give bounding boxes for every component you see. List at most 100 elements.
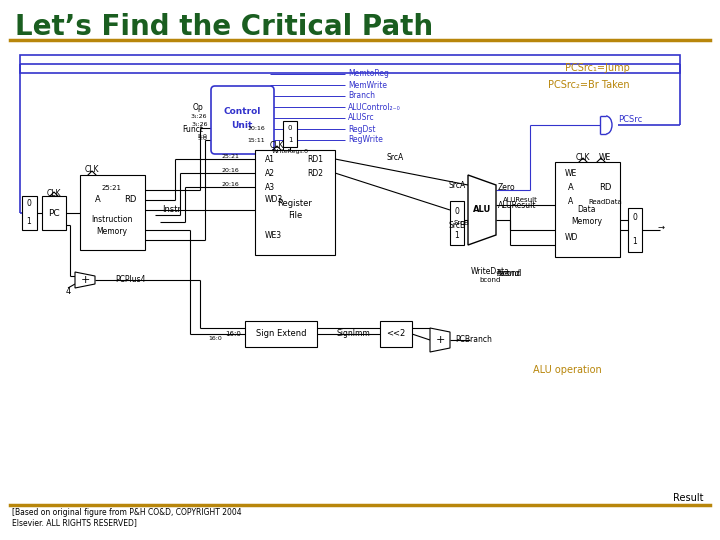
Text: ReadData: ReadData	[588, 199, 622, 205]
Text: Instr: Instr	[163, 206, 181, 214]
FancyBboxPatch shape	[211, 86, 274, 154]
Text: CLK: CLK	[576, 152, 590, 161]
Text: A3: A3	[265, 183, 275, 192]
Text: bcond: bcond	[496, 268, 520, 278]
Text: ALU: ALU	[473, 206, 491, 214]
Text: 5:0: 5:0	[197, 136, 207, 140]
Text: Sign Extend: Sign Extend	[256, 329, 306, 339]
Text: Let’s Find the Critical Path: Let’s Find the Critical Path	[15, 13, 433, 41]
Text: 0: 0	[288, 125, 292, 131]
Text: SrcA: SrcA	[387, 153, 404, 163]
Text: Funct: Funct	[182, 125, 203, 134]
Text: CLK: CLK	[85, 165, 99, 174]
Text: 5:0: 5:0	[197, 133, 207, 138]
Text: Elsevier. ALL RIGHTS RESERVED]: Elsevier. ALL RIGHTS RESERVED]	[12, 518, 137, 527]
Text: 0: 0	[633, 213, 637, 222]
Text: 20:16: 20:16	[247, 125, 265, 131]
Text: Memory: Memory	[572, 217, 603, 226]
Text: <<2: <<2	[387, 329, 405, 339]
Text: WE: WE	[565, 170, 577, 179]
Text: WriteReg₄:0: WriteReg₄:0	[271, 150, 308, 154]
Text: MemWrite: MemWrite	[348, 80, 387, 90]
Text: WD3: WD3	[265, 195, 283, 205]
Text: 4: 4	[66, 287, 71, 295]
Polygon shape	[75, 272, 95, 288]
Text: Unit: Unit	[231, 122, 253, 131]
Text: bcond: bcond	[480, 277, 500, 283]
Text: SrcA: SrcA	[449, 180, 466, 190]
Text: WE3: WE3	[265, 231, 282, 240]
Text: CLK: CLK	[270, 140, 284, 150]
Text: RD: RD	[599, 183, 611, 192]
Text: A: A	[95, 195, 101, 205]
Bar	[628, 208, 642, 252]
Text: Control: Control	[223, 107, 261, 117]
Text: Zero: Zero	[498, 184, 516, 192]
Text: 15:11: 15:11	[248, 138, 265, 143]
Text: ALUControl₂₋₀: ALUControl₂₋₀	[348, 103, 401, 111]
Text: PC: PC	[48, 208, 60, 218]
Text: PCBranch: PCBranch	[455, 335, 492, 345]
Text: RegDst: RegDst	[348, 125, 376, 133]
Text: 16:0: 16:0	[225, 331, 241, 337]
Bar	[283, 121, 297, 147]
Text: 25:21: 25:21	[102, 185, 122, 191]
Bar	[245, 321, 317, 347]
Text: A2: A2	[265, 168, 275, 178]
Text: RD: RD	[124, 195, 136, 205]
Text: 0: 0	[454, 206, 459, 215]
Bar	[22, 196, 37, 230]
Bar	[450, 201, 464, 245]
Text: SrcB: SrcB	[453, 220, 469, 226]
Bar	[42, 196, 66, 230]
Text: 3₁:26: 3₁:26	[191, 113, 207, 118]
Text: Instruction: Instruction	[91, 215, 132, 225]
Text: ALUResult: ALUResult	[503, 197, 537, 203]
Text: PCPlus4: PCPlus4	[115, 275, 145, 285]
Text: A1: A1	[265, 154, 275, 164]
Text: 20:16: 20:16	[221, 183, 239, 187]
Text: 3₁:26: 3₁:26	[192, 123, 208, 127]
Text: 16:0: 16:0	[208, 335, 222, 341]
Text: Memory: Memory	[96, 227, 127, 237]
Text: 25:21: 25:21	[221, 154, 239, 159]
Bar	[380, 321, 412, 347]
Text: 20:16: 20:16	[221, 168, 239, 173]
Text: Result: Result	[672, 493, 703, 503]
Text: PCSrc₁=Jump: PCSrc₁=Jump	[565, 63, 630, 73]
Bar	[255, 150, 335, 255]
Text: CLK: CLK	[47, 188, 61, 198]
Bar	[20, 55, 680, 73]
Text: ALUSrc: ALUSrc	[348, 113, 374, 123]
Text: PCSrc: PCSrc	[618, 116, 642, 125]
Text: bcond: bcond	[498, 268, 522, 278]
Text: RD1: RD1	[307, 154, 323, 164]
Text: A: A	[568, 198, 574, 206]
Bar	[80, 175, 145, 250]
Bar	[555, 162, 620, 257]
Text: Op: Op	[192, 104, 203, 112]
Text: →: →	[658, 222, 665, 232]
Text: +: +	[81, 275, 90, 285]
Text: WD: WD	[564, 233, 577, 241]
Text: 1: 1	[454, 231, 459, 240]
Text: Branch: Branch	[348, 91, 375, 100]
Text: 1: 1	[288, 137, 292, 143]
Text: File: File	[288, 211, 302, 219]
Text: Data: Data	[577, 205, 596, 213]
Text: RegWrite: RegWrite	[348, 136, 383, 145]
Text: Register: Register	[278, 199, 312, 207]
Text: RD2: RD2	[307, 168, 323, 178]
Text: WE: WE	[599, 152, 611, 161]
Polygon shape	[468, 175, 496, 245]
Text: +: +	[436, 335, 445, 345]
Text: 0: 0	[27, 199, 32, 208]
Text: [Based on original figure from P&H CO&D, COPYRIGHT 2004: [Based on original figure from P&H CO&D,…	[12, 508, 242, 517]
Text: WriteData: WriteData	[471, 267, 510, 276]
Text: 1: 1	[633, 238, 637, 246]
Text: PCSrc₂=Br Taken: PCSrc₂=Br Taken	[549, 80, 630, 90]
Polygon shape	[430, 328, 450, 352]
Text: 1: 1	[27, 218, 32, 226]
Text: SignImm: SignImm	[336, 329, 370, 339]
Text: A: A	[568, 183, 574, 192]
